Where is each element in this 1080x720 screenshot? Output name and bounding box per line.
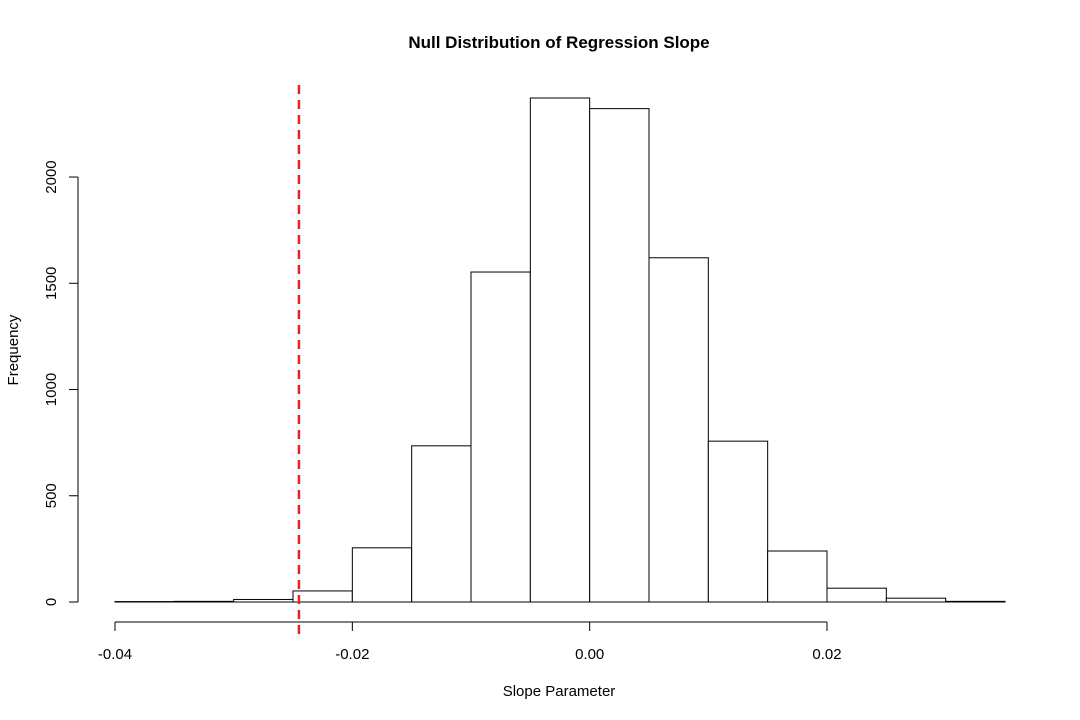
histogram-bar [529, 97, 591, 603]
histogram-bar [885, 597, 947, 603]
y-tick-label: 1000 [43, 373, 60, 406]
x-axis: -0.04 -0.02 0.00 0.02 [98, 621, 842, 663]
y-axis: 0 500 1000 1500 2000 [43, 160, 79, 606]
histogram-bar [945, 600, 1006, 603]
histogram-bar [351, 547, 413, 603]
y-tick-label: 2000 [43, 160, 60, 193]
y-tick-label: 500 [43, 483, 60, 508]
x-tick-label: 0.00 [575, 646, 604, 663]
x-tick-label: -0.02 [335, 646, 369, 663]
x-tick-label: 0.02 [812, 646, 841, 663]
x-axis-label: Slope Parameter [503, 683, 616, 700]
histogram-bar [173, 600, 235, 603]
histogram-bar [589, 108, 650, 603]
histogram-bar [233, 598, 294, 603]
histogram-bar [292, 590, 353, 603]
histogram-bar [707, 440, 769, 603]
histogram-bar [411, 445, 472, 603]
y-axis-label: Frequency [5, 314, 22, 385]
bars-group [114, 97, 1006, 603]
histogram-bar [767, 550, 828, 603]
y-tick-label: 0 [43, 598, 60, 606]
chart-title: Null Distribution of Regression Slope [408, 33, 709, 52]
x-tick-label: -0.04 [98, 646, 132, 663]
y-tick-label: 1500 [43, 267, 60, 300]
histogram-bar [826, 587, 887, 603]
histogram-bar [470, 271, 531, 603]
histogram-bar [648, 257, 709, 603]
